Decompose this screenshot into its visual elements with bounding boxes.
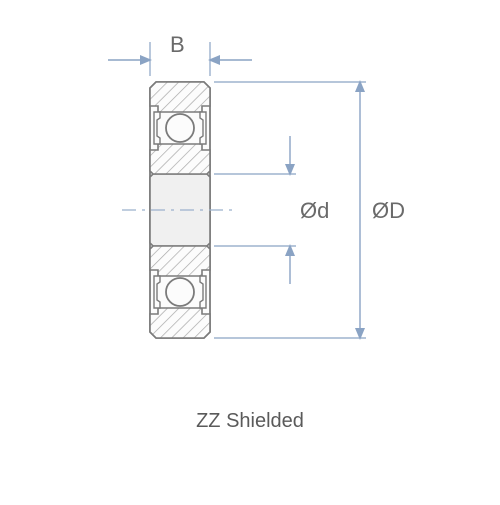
diagram-caption: ZZ Shielded bbox=[0, 410, 500, 433]
diagram-canvas: B Ød ØD ZZ Shielded bbox=[0, 0, 500, 500]
svg-text:B: B bbox=[170, 32, 185, 57]
svg-text:ØD: ØD bbox=[372, 198, 405, 223]
svg-text:Ød: Ød bbox=[300, 198, 329, 223]
